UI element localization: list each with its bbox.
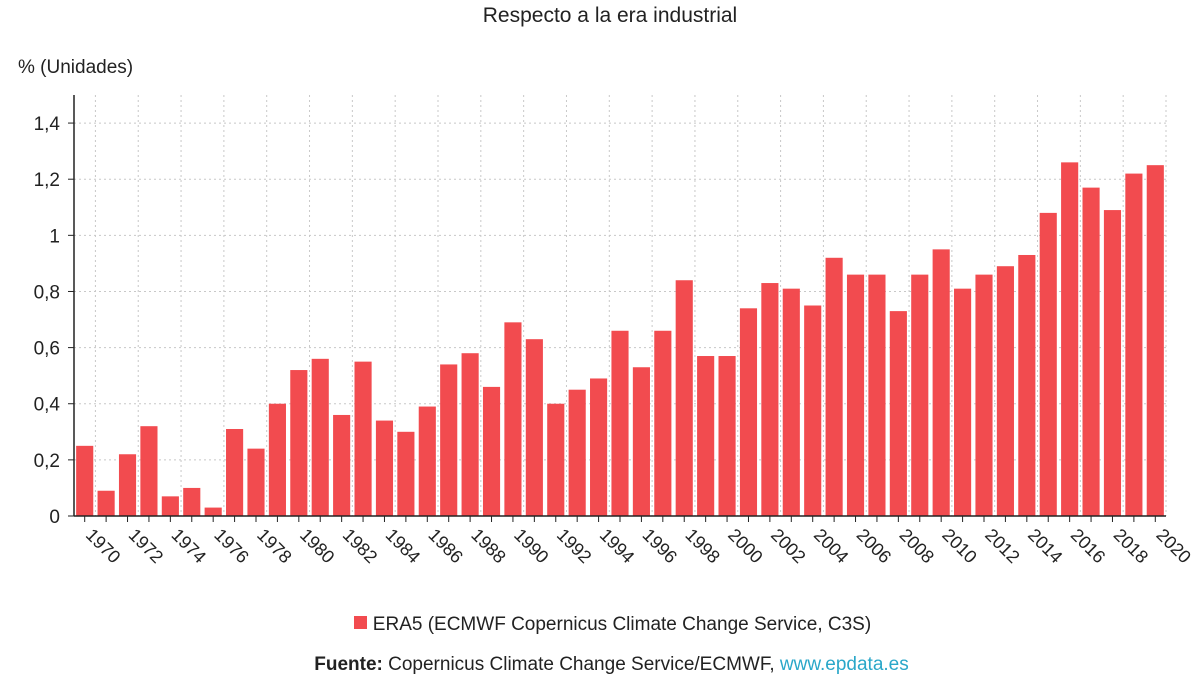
bar: [118, 454, 137, 516]
axes: [68, 95, 1166, 522]
bar: [418, 406, 436, 516]
bar: [440, 364, 458, 516]
x-tick-label: 2006: [853, 525, 895, 567]
bar: [1146, 165, 1164, 516]
bar: [547, 403, 565, 516]
bar: [504, 322, 522, 516]
x-tick-label: 1978: [253, 525, 295, 567]
x-tick-label: 1990: [510, 525, 552, 567]
source-text: Copernicus Climate Change Service/ECMWF,: [382, 654, 780, 675]
x-tick-label: 1982: [339, 525, 381, 567]
bar: [226, 428, 244, 516]
bar: [354, 361, 372, 516]
bar: [1061, 162, 1079, 517]
bar: [846, 274, 865, 516]
x-tick-label: 2010: [938, 525, 980, 567]
bar: [868, 274, 886, 516]
legend-label: ERA5 (ECMWF Copernicus Climate Change Se…: [372, 614, 872, 635]
x-tick-label: 2014: [1024, 525, 1066, 567]
legend-swatch: [353, 616, 367, 630]
bar: [782, 288, 800, 516]
y-tick-labels: 0 0,2 0,4 0,6 0,8 1 1,2 1,4: [34, 114, 61, 528]
bar: [525, 339, 543, 516]
bar: [568, 389, 586, 516]
bar: [140, 426, 158, 516]
bar: [654, 330, 672, 516]
bar: [333, 414, 351, 516]
x-tick-label: 2020: [1152, 525, 1194, 567]
x-tick-label: 2012: [981, 525, 1023, 567]
bar: [954, 288, 972, 516]
x-tick-label: 1988: [467, 525, 509, 567]
bar: [311, 358, 329, 516]
x-tick-label: 1994: [596, 525, 638, 567]
x-tick-label: 2004: [810, 525, 852, 567]
bar: [1018, 254, 1036, 517]
bar: [975, 274, 993, 516]
y-tick-label: 0,6: [34, 339, 60, 360]
source-note: Fuente: Copernicus Climate Change Servic…: [0, 654, 1200, 676]
y-tick-label: 0: [49, 507, 60, 528]
x-tick-labels: 1970 1972 1974 1976 1978 1980 1982 1984 1986 1988…: [82, 525, 1195, 567]
x-tick-label: 2000: [724, 525, 766, 567]
bar: [1103, 210, 1122, 516]
y-tick-label: 0,8: [34, 282, 60, 303]
x-tick-label: 1976: [210, 525, 252, 567]
x-tick-label: 1984: [382, 525, 424, 567]
y-axis-label: % (Unidades): [18, 57, 134, 78]
bars: [76, 162, 1164, 517]
bar: [1082, 187, 1100, 516]
bar: [482, 386, 501, 516]
bar: [1039, 212, 1057, 516]
bar: [461, 353, 479, 516]
bar: [590, 378, 608, 516]
bar-chart: 0 0,2 0,4 0,6 0,8 1 1,2 1,4 1970 1972 1974 1976 197…: [34, 95, 1195, 567]
bar: [76, 445, 94, 516]
bar: [183, 487, 201, 516]
y-tick-label: 0,2: [34, 451, 60, 472]
bar: [697, 356, 715, 516]
bar: [632, 367, 650, 516]
y-tick-label: 0,4: [34, 395, 61, 416]
x-tick-label: 2002: [767, 525, 809, 567]
x-tick-label: 1974: [168, 525, 210, 567]
x-tick-label: 2008: [896, 525, 938, 567]
bar: [268, 403, 286, 516]
x-tick-label: 1970: [82, 525, 124, 567]
bar: [161, 496, 179, 516]
bar: [375, 420, 394, 516]
bar: [247, 448, 265, 516]
x-tick-label: 1986: [424, 525, 466, 567]
legend: ERA5 (ECMWF Copernicus Climate Change Se…: [0, 614, 1200, 636]
y-tick-label: 1: [49, 226, 60, 247]
bar: [825, 257, 843, 516]
x-tick-label: 1998: [681, 525, 723, 567]
x-tick-label: 2018: [1110, 525, 1152, 567]
bar: [675, 280, 693, 516]
bar: [739, 308, 758, 516]
bar: [804, 305, 822, 516]
chart-title: Respecto a la era industrial: [482, 4, 738, 27]
bar: [397, 431, 415, 516]
bar: [996, 266, 1014, 516]
bar: [911, 274, 929, 516]
bar: [204, 507, 222, 516]
bar: [611, 330, 629, 516]
bar: [889, 311, 907, 516]
bar: [290, 370, 308, 516]
x-tick-label: 1996: [639, 525, 681, 567]
y-tick-label: 1,4: [34, 114, 61, 135]
bar: [1125, 173, 1143, 516]
bar: [932, 249, 950, 516]
bar: [718, 356, 736, 516]
x-tick-label: 2016: [1067, 525, 1109, 567]
source-link[interactable]: www.epdata.es: [779, 654, 909, 675]
x-tick-label: 1980: [296, 525, 338, 567]
source-label: Fuente:: [314, 654, 383, 675]
bar: [761, 283, 779, 516]
bar: [97, 490, 115, 516]
x-tick-label: 1972: [125, 525, 167, 567]
x-tick-label: 1992: [553, 525, 595, 567]
y-tick-label: 1,2: [34, 170, 60, 191]
